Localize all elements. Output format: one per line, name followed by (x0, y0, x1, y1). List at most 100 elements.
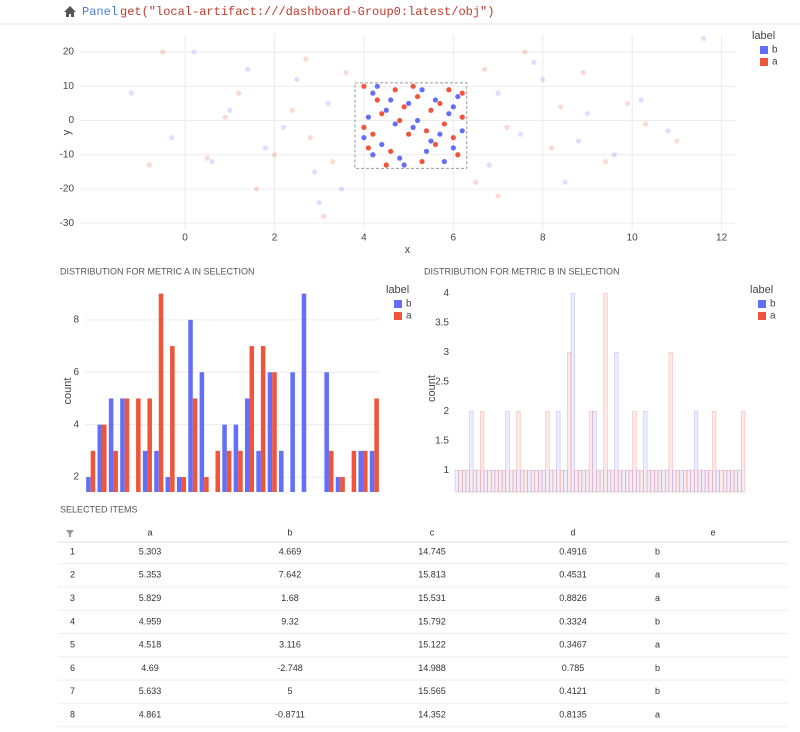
y-axis-label: y (61, 129, 73, 135)
scatter-point (584, 111, 591, 117)
scatter-point (638, 97, 644, 103)
bar (530, 469, 536, 493)
scatter-point (388, 97, 394, 103)
bar (279, 450, 284, 492)
bar (534, 469, 539, 493)
x-tick-label: 8 (540, 233, 546, 244)
y-tick-label: 1 (443, 465, 449, 476)
table-cell: 1.68 (281, 593, 299, 603)
bar (249, 346, 255, 492)
scatter-point (289, 107, 295, 113)
bar (654, 469, 659, 493)
table-cell: 5 (287, 686, 292, 696)
table-cell: a (655, 593, 660, 603)
y-tick-label: 2.5 (435, 376, 449, 387)
bar (86, 477, 91, 492)
y-tick-label: 0 (68, 115, 74, 126)
scatter-point (642, 121, 649, 127)
scatter-point (486, 162, 492, 168)
table-cell: 4.518 (139, 640, 162, 650)
bar (192, 398, 198, 492)
scatter-point (432, 97, 439, 103)
bar (267, 372, 273, 492)
bar (556, 410, 561, 493)
legend-label: b (772, 45, 778, 56)
scatter-point (446, 111, 452, 117)
bar (362, 450, 368, 492)
bar (147, 398, 152, 492)
scatter-point (245, 66, 251, 72)
scatter-point (549, 145, 555, 151)
bar (559, 469, 565, 493)
panel-link[interactable]: Panel (82, 5, 118, 19)
x-tick-label: 2 (272, 233, 278, 244)
filter-icon[interactable] (66, 530, 74, 537)
table-cell: 14.352 (418, 709, 446, 719)
scatter-point (450, 135, 456, 141)
table-cell: 5.633 (139, 686, 162, 696)
table-cell: a (655, 709, 660, 719)
scatter-point (392, 87, 398, 93)
scatter-point (365, 114, 371, 120)
y-tick-label: 3 (443, 347, 449, 358)
bar (301, 293, 307, 492)
bar (675, 469, 681, 493)
bar (588, 410, 594, 493)
bar (472, 469, 478, 493)
row-index: 3 (70, 593, 75, 603)
selection-box (354, 82, 468, 169)
scatter-point (262, 145, 269, 151)
scatter-point (580, 70, 586, 76)
legend-label: a (770, 311, 776, 322)
table-cell: 14.988 (418, 663, 446, 673)
bar (469, 410, 474, 493)
table-cell: 15.531 (418, 593, 446, 603)
bar (498, 469, 503, 493)
bar (730, 469, 735, 493)
scatter-point (437, 100, 443, 107)
chart-title: DISTRIBUTION FOR METRIC A IN SELECTION (60, 266, 255, 276)
bar (603, 292, 608, 493)
bar (657, 469, 662, 493)
bar (646, 469, 652, 493)
scatter-point (441, 158, 447, 165)
scatter-point (495, 193, 501, 199)
y-tick-label: 4 (443, 288, 449, 299)
scatter-point (397, 155, 403, 161)
table-cell: b (655, 616, 660, 626)
x-tick-label: 12 (716, 233, 728, 244)
x-tick-label: 6 (451, 233, 457, 244)
row-index: 4 (70, 616, 75, 626)
bar (621, 469, 626, 493)
bar (690, 469, 695, 493)
y-tick-label: 2 (73, 472, 79, 483)
scatter-point (414, 117, 421, 124)
table-cell: b (655, 546, 660, 556)
bar (668, 351, 673, 493)
bar (97, 424, 103, 492)
row-index: 7 (70, 686, 75, 696)
bar (335, 477, 341, 492)
scatter-point (410, 83, 416, 89)
bar (351, 450, 357, 492)
scatter-point (383, 162, 389, 168)
legend-swatch (758, 312, 766, 320)
scatter-point (428, 107, 434, 113)
bar (741, 410, 746, 493)
table-cell: 0.3324 (559, 616, 587, 626)
bar (199, 372, 205, 492)
bar (581, 469, 586, 493)
scatter-point (419, 87, 425, 93)
table-cell: 0.8135 (559, 709, 587, 719)
table-cell: 15.792 (418, 616, 446, 626)
legend-title: label (386, 284, 409, 296)
scatter-point (392, 121, 398, 127)
scatter-point (361, 124, 367, 130)
legend-label: b (406, 299, 412, 310)
y-tick-label: -30 (60, 218, 75, 229)
bar (519, 469, 525, 493)
scatter-point (370, 90, 376, 96)
scatter-point (280, 124, 287, 130)
home-icon[interactable] (64, 6, 76, 17)
y-tick-label: -20 (60, 184, 75, 195)
